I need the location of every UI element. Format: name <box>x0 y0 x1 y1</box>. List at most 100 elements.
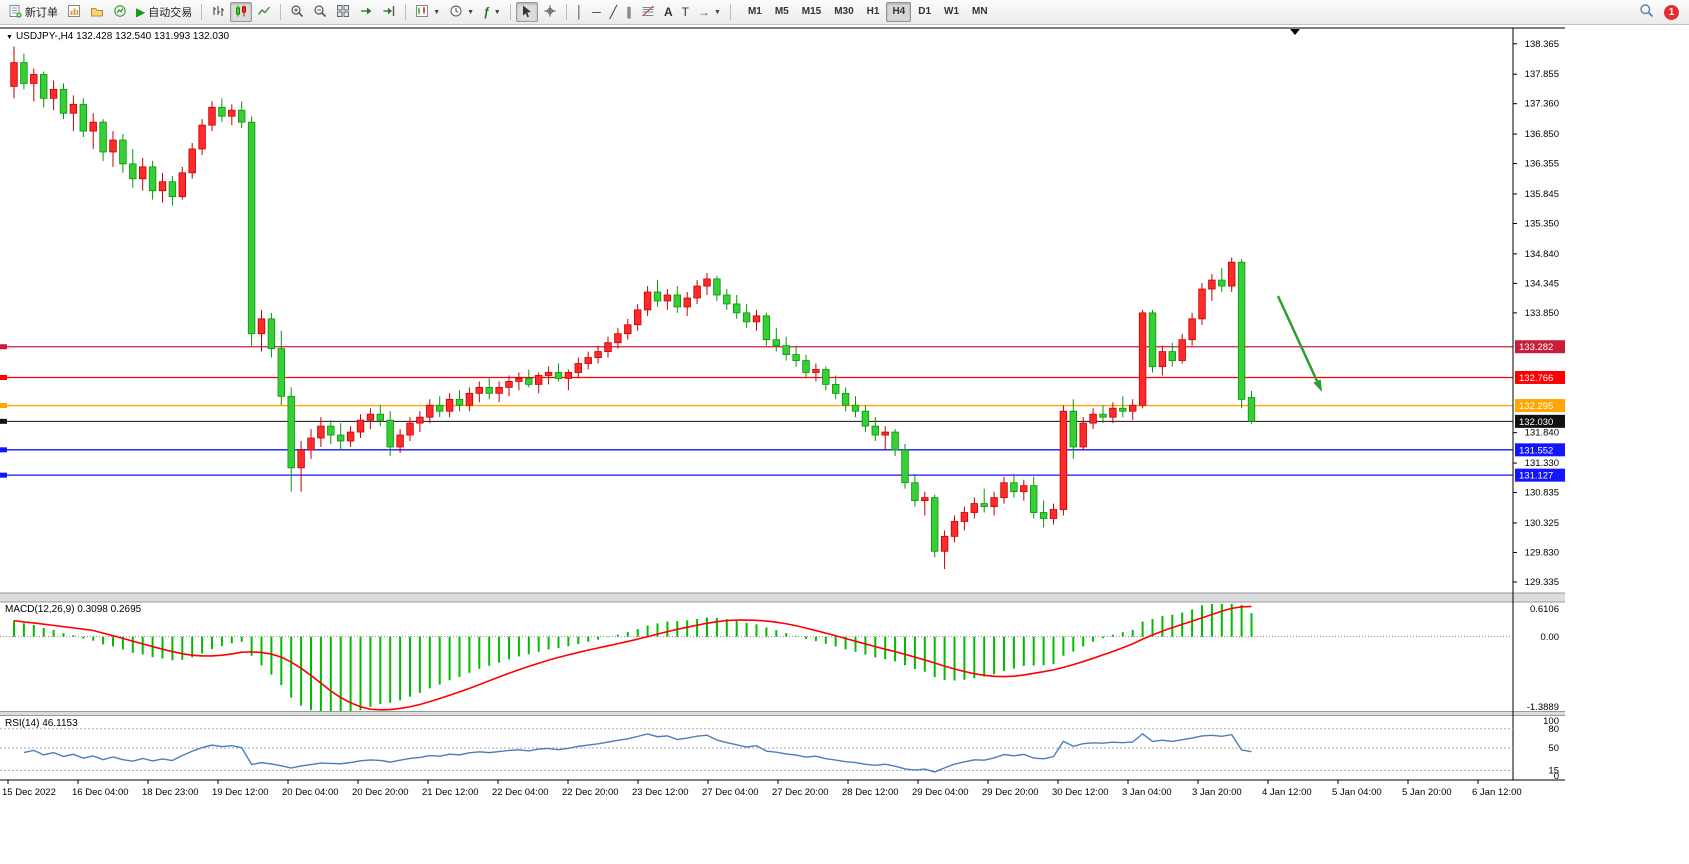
timeframe-M30[interactable]: M30 <box>834 6 854 17</box>
autotrade-play-icon: ▶ <box>136 5 146 19</box>
svg-text:80: 80 <box>1548 724 1559 735</box>
svg-text:15 Dec 2022: 15 Dec 2022 <box>2 787 56 798</box>
new-chart-icon <box>415 4 429 21</box>
svg-text:132.295: 132.295 <box>1519 401 1553 412</box>
tile-windows-button[interactable] <box>332 2 354 22</box>
cursor-tool-button[interactable] <box>515 2 538 22</box>
svg-text:3 Jan 04:00: 3 Jan 04:00 <box>1122 787 1172 798</box>
svg-text:131.552: 131.552 <box>1519 445 1553 456</box>
new-chart-caret-icon: ▼ <box>433 8 441 16</box>
profiles-icon <box>90 4 104 21</box>
arrows-caret-icon: ▼ <box>714 8 721 16</box>
toolbar-separator <box>565 4 567 20</box>
cursor-icon <box>520 4 534 21</box>
channel-tool-button[interactable]: ∥ <box>622 2 636 22</box>
toolbar: 新订单 ▶ 自动交易 <box>0 0 1689 25</box>
tile-windows-icon <box>336 4 350 21</box>
svg-text:23 Dec 12:00: 23 Dec 12:00 <box>632 787 689 798</box>
timeframe-MN[interactable]: MN <box>972 6 988 17</box>
line-chart-button[interactable] <box>253 2 275 22</box>
text-label-tool-button[interactable]: T <box>678 2 693 22</box>
candlestick-chart-icon <box>234 4 248 21</box>
chart-canvas[interactable]: 138.365 137.855 137.360 136.850 136.355 135.8… <box>0 24 1689 864</box>
timeframe-M1[interactable]: M1 <box>747 6 762 17</box>
svg-text:134.840: 134.840 <box>1525 249 1559 260</box>
svg-text:15: 15 <box>1548 765 1559 776</box>
svg-text:27 Dec 04:00: 27 Dec 04:00 <box>702 787 759 798</box>
toolbar-separator <box>729 4 731 20</box>
trendline-tool-button[interactable]: ╱ <box>606 2 621 22</box>
svg-text:30 Dec 12:00: 30 Dec 12:00 <box>1052 787 1109 798</box>
svg-text:0: 0 <box>1554 771 1559 782</box>
autotrade-button[interactable]: ▶ 自动交易 <box>132 2 196 22</box>
notification-badge[interactable]: 1 <box>1664 4 1679 20</box>
svg-text:129.335: 129.335 <box>1525 577 1559 588</box>
fibonacci-tool-button[interactable] <box>637 2 659 22</box>
clock-icon <box>449 4 463 21</box>
chart-shift-button[interactable] <box>378 2 400 22</box>
fibonacci-icon <box>641 4 655 21</box>
svg-text:22 Dec 20:00: 22 Dec 20:00 <box>562 787 619 798</box>
timeframe-D1[interactable]: D1 <box>918 6 932 17</box>
profiles-button[interactable] <box>86 2 108 22</box>
period-caret-icon: ▼ <box>467 8 475 16</box>
svg-text:19 Dec 12:00: 19 Dec 12:00 <box>212 787 269 798</box>
svg-text:18 Dec 23:00: 18 Dec 23:00 <box>142 787 199 798</box>
chart-collapse-icon[interactable]: ▼ <box>6 34 13 41</box>
auto-scroll-button[interactable] <box>355 2 377 22</box>
search-icon[interactable] <box>1639 3 1654 21</box>
bar-chart-button[interactable] <box>207 2 229 22</box>
timeframe-H1[interactable]: H1 <box>866 6 880 17</box>
text-tool-button[interactable]: A <box>660 2 677 22</box>
arrows-tool-button[interactable]: → ▼ <box>694 2 725 22</box>
svg-text:3 Jan 20:00: 3 Jan 20:00 <box>1192 787 1242 798</box>
vertical-line-tool-button[interactable]: │ <box>572 2 588 22</box>
crosshair-icon <box>543 4 557 21</box>
period-button[interactable]: ▼ <box>445 2 478 22</box>
svg-text:136.355: 136.355 <box>1525 159 1559 170</box>
svg-text:27 Dec 20:00: 27 Dec 20:00 <box>772 787 829 798</box>
new-order-button[interactable]: 新订单 <box>4 2 62 22</box>
svg-text:137.855: 137.855 <box>1525 69 1559 80</box>
charts-button[interactable] <box>63 2 85 22</box>
zoom-in-button[interactable] <box>286 2 308 22</box>
crosshair-tool-button[interactable] <box>539 2 561 22</box>
trendline-icon: ╱ <box>609 5 617 19</box>
candlestick-chart-button[interactable] <box>230 2 253 22</box>
vertical-line-icon: │ <box>575 5 584 19</box>
indicators-button[interactable]: ƒ ▼ <box>479 2 505 22</box>
timeframe-H4[interactable]: H4 <box>886 2 912 22</box>
zoom-out-button[interactable] <box>309 2 331 22</box>
toolbar-separator <box>280 4 282 20</box>
new-chart-button[interactable]: ▼ <box>411 2 444 22</box>
text-icon: A <box>663 5 673 19</box>
toolbar-separator <box>201 4 203 20</box>
bar-chart-icon <box>211 4 225 21</box>
svg-text:0.6106: 0.6106 <box>1530 604 1559 615</box>
toolbar-separator <box>509 4 511 20</box>
svg-text:133.282: 133.282 <box>1519 342 1553 353</box>
horizontal-line-tool-button[interactable]: ─ <box>588 2 605 22</box>
timeframe-M5[interactable]: M5 <box>774 6 789 17</box>
auto-scroll-icon <box>359 4 373 21</box>
autotrade-label: 自动交易 <box>148 7 193 19</box>
svg-text:137.360: 137.360 <box>1525 99 1559 110</box>
chart-window-icon <box>67 4 81 21</box>
chart-region: 138.365 137.855 137.360 136.850 136.355 135.8… <box>0 24 1689 864</box>
new-order-label: 新订单 <box>25 7 58 19</box>
market-watch-button[interactable] <box>109 2 131 22</box>
svg-text:20 Dec 20:00: 20 Dec 20:00 <box>352 787 409 798</box>
macd-label: MACD(12,26,9) 0.3098 0.2695 <box>5 604 142 615</box>
toolbar-right: 1 <box>1639 3 1685 21</box>
svg-text:29 Dec 20:00: 29 Dec 20:00 <box>982 787 1039 798</box>
horizontal-line-icon: ─ <box>592 5 601 19</box>
svg-text:100: 100 <box>1543 716 1559 727</box>
svg-text:4 Jan 12:00: 4 Jan 12:00 <box>1262 787 1312 798</box>
svg-text:133.850: 133.850 <box>1525 308 1559 319</box>
timeframe-W1[interactable]: W1 <box>944 6 960 17</box>
svg-text:5 Jan 04:00: 5 Jan 04:00 <box>1332 787 1382 798</box>
svg-text:135.350: 135.350 <box>1525 218 1559 229</box>
zoom-out-icon <box>313 4 327 21</box>
timeframe-M15[interactable]: M15 <box>801 6 822 17</box>
